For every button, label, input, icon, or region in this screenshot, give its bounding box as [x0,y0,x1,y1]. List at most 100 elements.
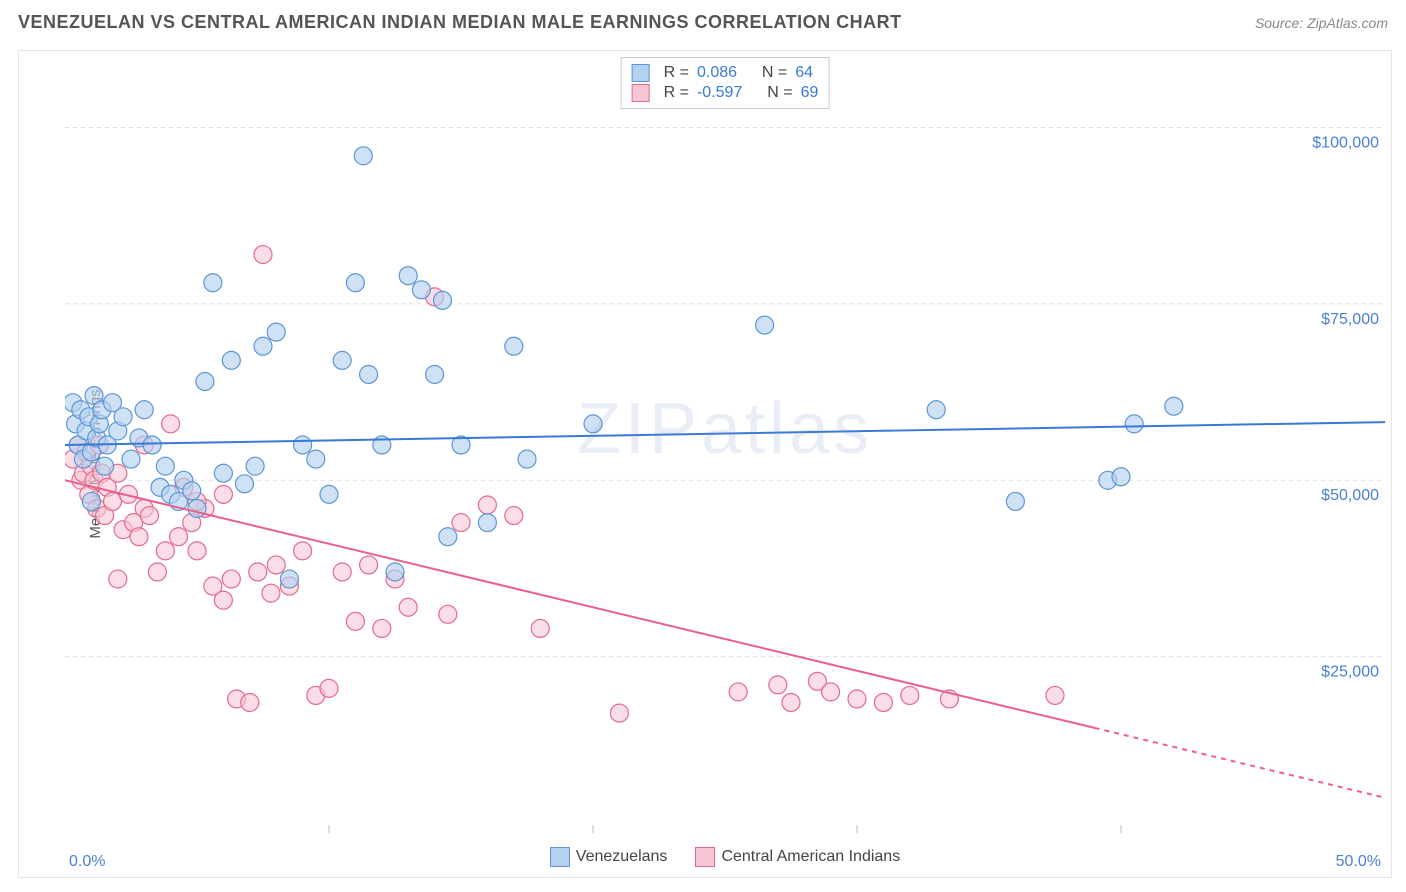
scatter-point [241,694,259,712]
svg-text:$50,000: $50,000 [1321,487,1379,504]
scatter-point [262,584,280,602]
scatter-point [214,464,232,482]
scatter-point [148,563,166,581]
scatter-point [156,542,174,560]
scatter-point [729,683,747,701]
legend-item-2: Central American Indians [695,847,900,867]
scatter-point [280,570,298,588]
scatter-point [170,528,188,546]
scatter-point [214,485,232,503]
stat-swatch-2 [632,84,650,102]
regression-line-extrapolated [1095,728,1385,798]
scatter-point [249,563,267,581]
scatter-point [354,147,372,165]
scatter-point [320,679,338,697]
scatter-point [386,563,404,581]
scatter-point [927,401,945,419]
scatter-point [478,496,496,514]
scatter-point [333,563,351,581]
scatter-point [188,500,206,518]
scatter-point [399,267,417,285]
scatter-point [222,351,240,369]
scatter-point [426,365,444,383]
r-value-1: 0.086 [697,64,737,82]
scatter-point [610,704,628,722]
scatter-point [1165,397,1183,415]
scatter-point [360,365,378,383]
chart-container: Median Male Earnings ZIPatlas $25,000$50… [18,50,1392,878]
scatter-point [122,450,140,468]
source-attribution: Source: ZipAtlas.com [1255,15,1388,31]
scatter-point [156,457,174,475]
plot-area: ZIPatlas $25,000$50,000$75,000$100,000 R… [65,57,1385,833]
scatter-point [196,373,214,391]
legend-label-2: Central American Indians [721,848,900,866]
scatter-point [1046,686,1064,704]
svg-text:$100,000: $100,000 [1312,135,1379,152]
scatter-point [373,619,391,637]
scatter-point [143,436,161,454]
scatter-point [294,436,312,454]
scatter-point [130,528,148,546]
scatter-svg: $25,000 $50,000 $75,000 $100,000 [65,57,1385,833]
scatter-point [135,401,153,419]
legend-item-1: Venezuelans [550,847,668,867]
correlation-stat-box: R = 0.086 N = 64 R = -0.597 N = 69 [621,57,830,109]
scatter-point [412,281,430,299]
scatter-point [236,475,254,493]
scatter-point [307,450,325,468]
n-value-2: 69 [801,84,819,102]
scatter-point [505,507,523,525]
chart-title: VENEZUELAN VS CENTRAL AMERICAN INDIAN ME… [18,12,902,33]
svg-text:$25,000: $25,000 [1321,664,1379,681]
stat-row-series-2: R = -0.597 N = 69 [632,84,819,102]
scatter-point [901,686,919,704]
legend-swatch-2 [695,847,715,867]
r-value-2: -0.597 [697,84,742,102]
scatter-point [294,542,312,560]
scatter-point [756,316,774,334]
scatter-point [254,246,272,264]
scatter-point [518,450,536,468]
scatter-point [584,415,602,433]
x-tick-min: 0.0% [69,853,105,871]
scatter-point [1125,415,1143,433]
scatter-point [822,683,840,701]
scatter-point [204,274,222,292]
n-value-1: 64 [795,64,813,82]
scatter-point [439,605,457,623]
scatter-point [874,694,892,712]
scatter-point [1006,492,1024,510]
stat-row-series-1: R = 0.086 N = 64 [632,64,819,82]
scatter-point [360,556,378,574]
legend-swatch-1 [550,847,570,867]
scatter-point [848,690,866,708]
scatter-point [399,598,417,616]
scatter-point [346,274,364,292]
scatter-point [82,492,100,510]
scatter-point [434,291,452,309]
scatter-point [267,556,285,574]
scatter-point [478,514,496,532]
scatter-point [96,457,114,475]
scatter-point [222,570,240,588]
scatter-point [333,351,351,369]
x-tick-max: 50.0% [1336,853,1381,871]
scatter-point [162,415,180,433]
scatter-point [183,482,201,500]
scatter-point [1112,468,1130,486]
bottom-legend: 0.0% Venezuelans Central American Indian… [65,837,1385,877]
stat-swatch-1 [632,64,650,82]
scatter-point [254,337,272,355]
scatter-point [782,694,800,712]
scatter-point [769,676,787,694]
scatter-point [267,323,285,341]
scatter-point [188,542,206,560]
scatter-point [505,337,523,355]
svg-text:$75,000: $75,000 [1321,311,1379,328]
scatter-point [246,457,264,475]
scatter-point [114,408,132,426]
scatter-point [452,514,470,532]
scatter-point [320,485,338,503]
scatter-point [531,619,549,637]
